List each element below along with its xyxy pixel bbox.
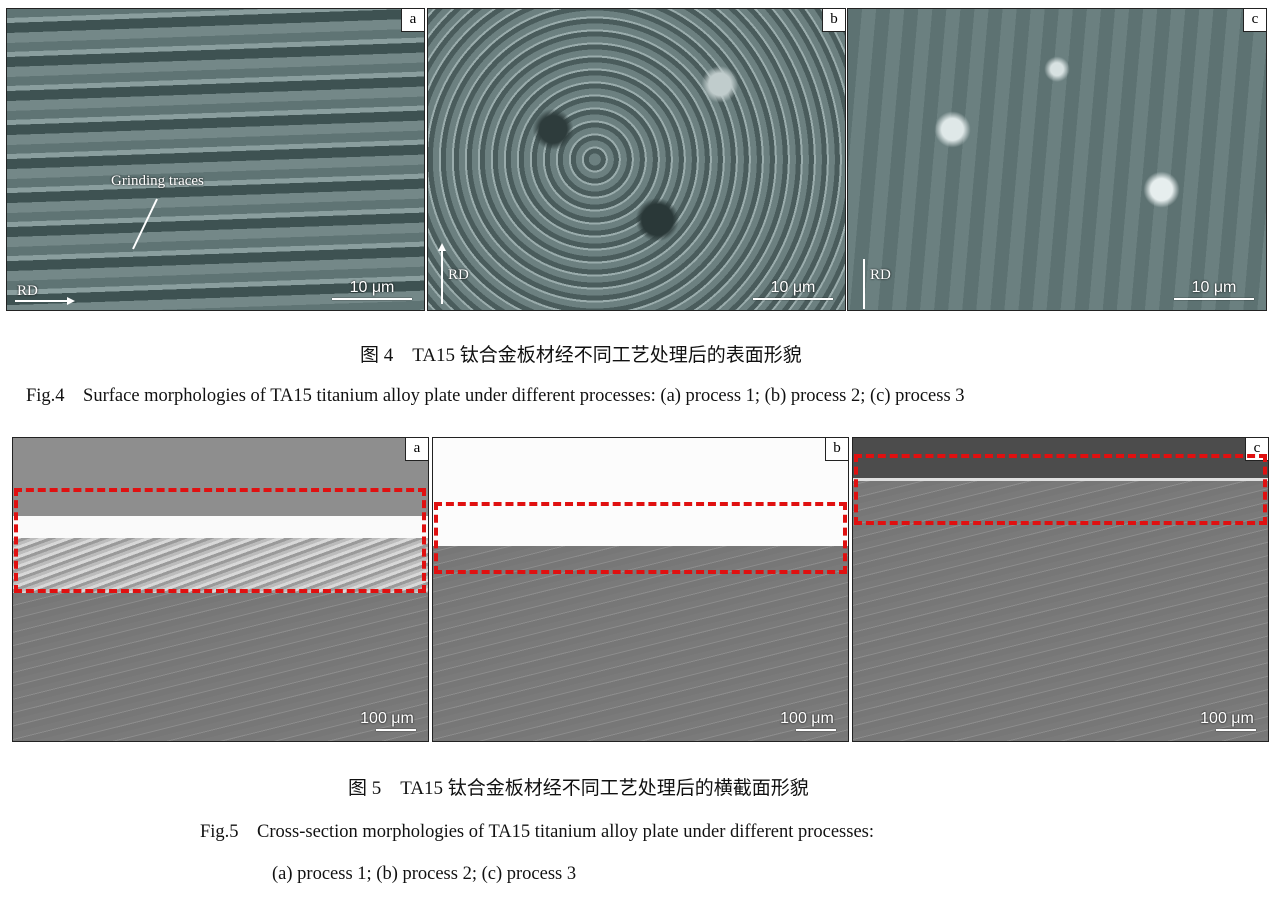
panel-label: b [822, 9, 845, 32]
highlight-box-a [14, 488, 426, 593]
fig4-caption-cn: 图 4 TA15 钛合金板材经不同工艺处理后的表面形貌 [360, 345, 802, 366]
panel-label: a [405, 438, 428, 461]
scale-bar: 100 μm [358, 710, 416, 731]
scale-bar: 100 μm [778, 710, 836, 731]
fig4-panel-b: b RD 10 μm [427, 8, 846, 311]
scale-bar: 10 μm [332, 279, 412, 300]
fig4-caption-en: Fig.4 Surface morphologies of TA15 titan… [26, 386, 965, 406]
panel-label: b [825, 438, 848, 461]
scale-bar: 10 μm [753, 279, 833, 300]
highlight-box-b [434, 502, 847, 574]
fig4-panel-a: a Grinding traces RD 10 μm [6, 8, 425, 311]
fig5-caption-en-line2: (a) process 1; (b) process 2; (c) proces… [272, 864, 577, 884]
scale-bar: 10 μm [1174, 279, 1254, 300]
rd-direction-label: RD [448, 267, 469, 283]
rd-direction-label: RD [870, 267, 891, 283]
fig5-caption-cn: 图 5 TA15 钛合金板材经不同工艺处理后的横截面形貌 [348, 778, 809, 799]
panel-label: c [1243, 9, 1266, 32]
annotation-grinding-traces: Grinding traces [111, 173, 204, 189]
fig5-caption-en-line1: Fig.5 Cross-section morphologies of TA15… [200, 822, 874, 842]
scale-bar: 100 μm [1198, 710, 1256, 731]
arrow-annotation [15, 198, 158, 305]
rd-direction-line [863, 259, 865, 309]
rd-arrow [438, 243, 446, 304]
fig4-panel-c: c RD 10 μm [847, 8, 1267, 311]
highlight-box-c [854, 454, 1267, 525]
rd-direction-label: RD [17, 283, 38, 299]
fig5-panel-c: c 100 μm [852, 437, 1269, 742]
panel-label: a [401, 9, 424, 32]
fig5-panel-b: b 100 μm [432, 437, 849, 742]
